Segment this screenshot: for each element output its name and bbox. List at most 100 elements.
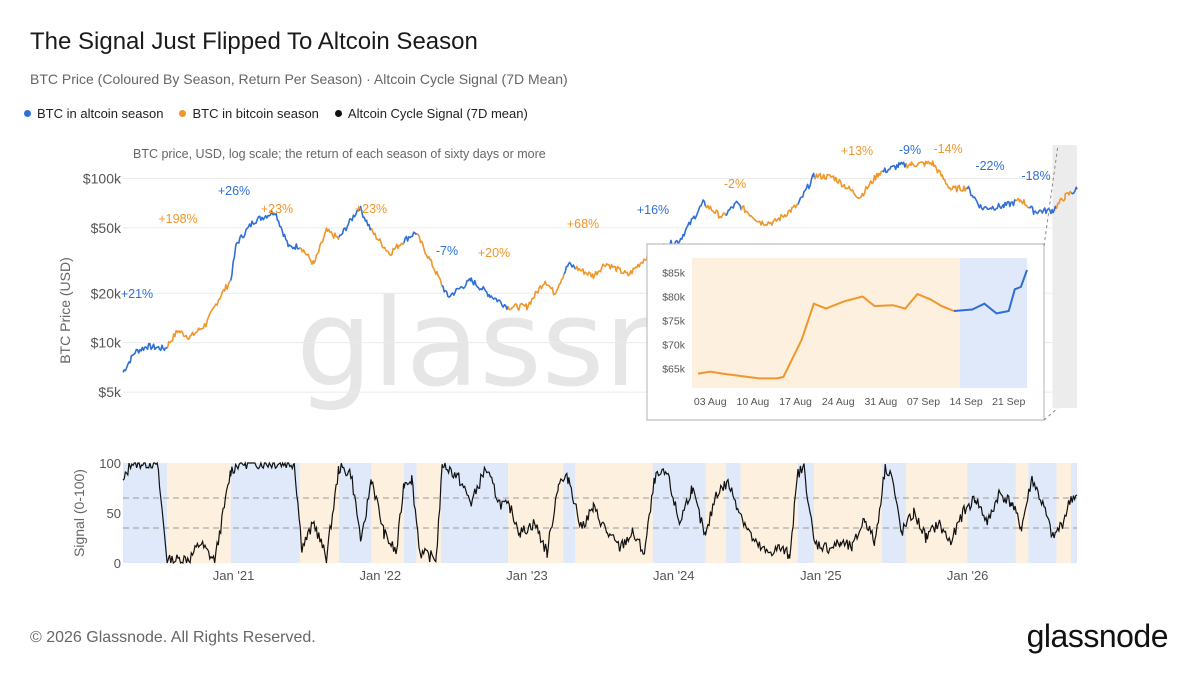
btc-price-line-segment (813, 170, 883, 200)
signal-season-band (441, 463, 509, 563)
season-return-label: +23% (355, 202, 387, 216)
recent-window-highlight (1052, 145, 1077, 408)
btc-price-line-segment (1055, 190, 1073, 209)
inset-price-line-altcoin (953, 269, 1028, 315)
inset-altcoin-season-band (960, 258, 1027, 388)
legend-item-bitcoin[interactable]: BTC in bitcoin season (179, 106, 319, 121)
season-return-label: +20% (478, 246, 510, 260)
legend-item-signal[interactable]: Altcoin Cycle Signal (7D mean) (334, 106, 528, 121)
signal-season-band (123, 463, 168, 563)
signal-season-band (508, 463, 564, 563)
legend-label-altcoin: BTC in altcoin season (37, 106, 164, 121)
btc-price-line-segment (1028, 205, 1058, 216)
btc-price-line-segment (905, 160, 968, 193)
season-return-label: -18% (1021, 169, 1050, 183)
btc-price-line-segment (797, 172, 815, 205)
signal-season-band (404, 463, 417, 563)
btc-price-line-segment (416, 233, 443, 286)
x-tick-label: Jan '22 (360, 568, 402, 583)
x-tick-label: Jan '21 (213, 568, 255, 583)
legend-label-signal: Altcoin Cycle Signal (7D mean) (347, 106, 528, 121)
btc-price-line-segment (1015, 197, 1029, 209)
btc-price-line-segment (166, 279, 232, 348)
btc-price-line-segment (441, 277, 509, 311)
signal-season-band (230, 463, 300, 563)
inset-y-tick-label: $70k (662, 340, 686, 352)
btc-price-line-segment (740, 203, 799, 227)
inset-y-tick-label: $80k (662, 292, 686, 304)
inset-price-line-bitcoin (697, 292, 955, 380)
price-tick-label: $10k (91, 335, 122, 351)
price-tick-label: $100k (83, 171, 122, 187)
price-tick-label: $5k (98, 384, 122, 400)
signal-season-band (881, 463, 907, 563)
legend-marker-signal (334, 110, 342, 117)
btc-price-line-segment (574, 247, 654, 280)
btc-price-line-segment (403, 231, 418, 243)
signal-season-band (726, 463, 741, 563)
price-tick-label: $20k (91, 285, 122, 301)
x-tick-label: Jan '25 (800, 568, 842, 583)
inset-x-tick-label: 24 Aug (822, 396, 855, 408)
btc-price-line-segment (338, 205, 373, 238)
season-return-label: +13% (841, 144, 873, 158)
signal-season-band (906, 463, 968, 563)
signal-season-band (1015, 463, 1029, 563)
season-return-label: -9% (899, 143, 921, 157)
price-chart-note: BTC price, USD, log scale; the return of… (133, 147, 546, 161)
x-tick-label: Jan '23 (506, 568, 548, 583)
btc-price-line-segment (725, 200, 743, 217)
inset-connector (1043, 144, 1059, 247)
btc-price-line-segment (299, 227, 340, 266)
btc-price-line-segment (563, 261, 577, 275)
signal-tick-label: 0 (114, 556, 121, 571)
chart-title: The Signal Just Flipped To Altcoin Seaso… (30, 28, 478, 55)
inset-y-tick-label: $75k (662, 316, 686, 328)
btc-price-line-segment (229, 210, 301, 281)
season-return-label: +21% (121, 287, 153, 301)
legend-marker-altcoin (24, 110, 31, 117)
season-return-label: +16% (637, 203, 669, 217)
inset-bitcoin-season-band (692, 258, 960, 388)
btc-price-line-segment (881, 161, 907, 174)
signal-axis-label: Signal (0-100) (71, 469, 87, 557)
signal-season-band (575, 463, 653, 563)
signal-season-band (652, 463, 706, 563)
inset-x-tick-label: 07 Sep (907, 396, 940, 408)
legend-marker-bitcoin (179, 110, 187, 117)
signal-tick-label: 50 (107, 506, 121, 521)
season-return-label: +26% (218, 184, 250, 198)
inset-y-tick-label: $65k (662, 364, 686, 376)
signal-season-band (371, 463, 405, 563)
btc-price-line-segment (122, 342, 168, 373)
btc-price-line-segment (507, 273, 565, 311)
season-return-label: -2% (724, 177, 746, 191)
btc-price-line-segment (1070, 186, 1078, 195)
season-return-label: -7% (436, 244, 458, 258)
signal-line (122, 461, 1078, 565)
season-return-label: +68% (567, 217, 599, 231)
season-return-label: -22% (975, 159, 1004, 173)
signal-season-band (167, 463, 231, 563)
signal-season-band (705, 463, 727, 563)
btc-price-line-segment (966, 185, 1017, 211)
price-tick-label: $50k (91, 220, 122, 236)
inset-x-tick-label: 31 Aug (864, 396, 897, 408)
price-axis-label: BTC Price (USD) (57, 257, 73, 364)
signal-season-band (740, 463, 798, 563)
signal-season-band (563, 463, 576, 563)
inset-x-tick-label: 17 Aug (779, 396, 812, 408)
signal-tick-label: 100 (99, 456, 121, 471)
btc-price-line-segment (370, 228, 405, 257)
legend-item-altcoin[interactable]: BTC in altcoin season (24, 106, 163, 121)
season-return-label: -14% (933, 142, 962, 156)
inset-x-tick-label: 14 Sep (949, 396, 982, 408)
signal-season-band (1070, 463, 1077, 563)
signal-season-band (797, 463, 815, 563)
inset-y-tick-label: $85k (662, 267, 686, 279)
season-return-label: +198% (158, 212, 197, 226)
inset-x-tick-label: 10 Aug (737, 396, 770, 408)
copyright-footer: © 2026 Glassnode. All Rights Reserved. (30, 629, 316, 646)
inset-x-tick-label: 03 Aug (694, 396, 727, 408)
